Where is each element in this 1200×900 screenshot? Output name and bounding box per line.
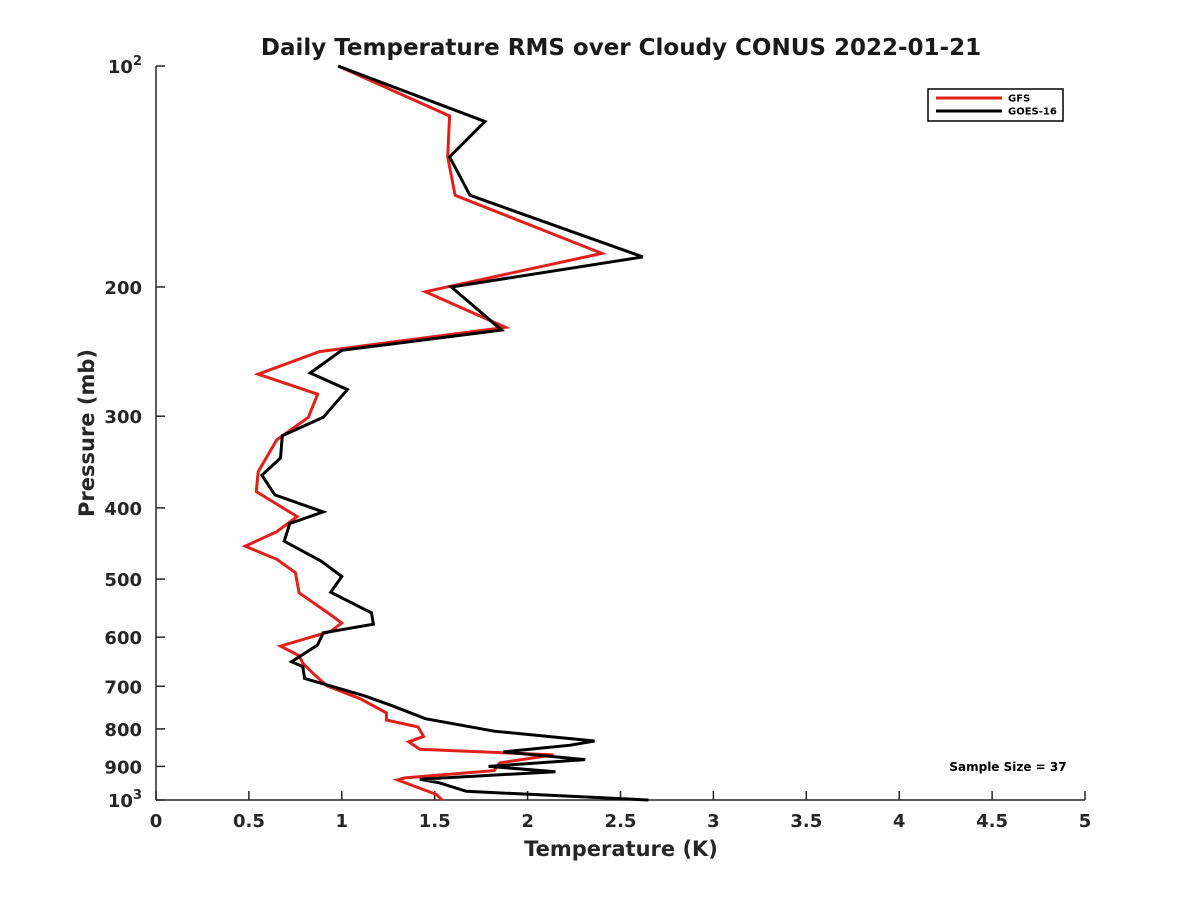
- series-line-gfs: [241, 64, 608, 802]
- y-tick-label: 600: [104, 628, 142, 649]
- x-axis-label: Temperature (K): [524, 837, 718, 861]
- x-tick-label: 3: [707, 811, 720, 832]
- legend-label: GOES-16: [1008, 107, 1057, 118]
- x-tick-label: 2: [521, 811, 534, 832]
- y-tick-label: 103: [108, 788, 142, 812]
- chart-title: Daily Temperature RMS over Cloudy CONUS …: [261, 35, 981, 61]
- x-tick-label: 1: [336, 811, 349, 832]
- x-tick-label: 1.5: [419, 811, 451, 832]
- y-axis-label: Pressure (mb): [75, 349, 99, 517]
- x-tick-label: 4.5: [976, 811, 1008, 832]
- plot-area: 0 0.5 1 1.5 2 2.5 3 3.5 4 4.5 5 102 200 300 400 500 600 7…: [104, 54, 1091, 832]
- legend: GFS GOES-16: [927, 88, 1064, 122]
- y-tick-label: 900: [104, 757, 142, 778]
- x-tick-label: 0.5: [233, 811, 265, 832]
- y-tick-label: 500: [104, 570, 142, 591]
- series-line-goes-16: [259, 64, 649, 802]
- sample-size-annotation: Sample Size = 37: [949, 760, 1066, 774]
- x-tick-label: 0: [150, 811, 163, 832]
- x-tick-label: 5: [1079, 811, 1092, 832]
- y-tick-label: 200: [104, 278, 142, 299]
- legend-box: [927, 88, 1064, 122]
- y-tick-label: 800: [104, 720, 142, 741]
- y-tick-label: 300: [104, 407, 142, 428]
- y-tick-label: 102: [108, 54, 142, 78]
- x-tick-label: 3.5: [790, 811, 822, 832]
- y-tick-label: 700: [104, 677, 142, 698]
- x-tick-label: 4: [893, 811, 906, 832]
- y-tick-label: 400: [104, 499, 142, 520]
- legend-label: GFS: [1008, 94, 1030, 105]
- x-tick-label: 2.5: [605, 811, 637, 832]
